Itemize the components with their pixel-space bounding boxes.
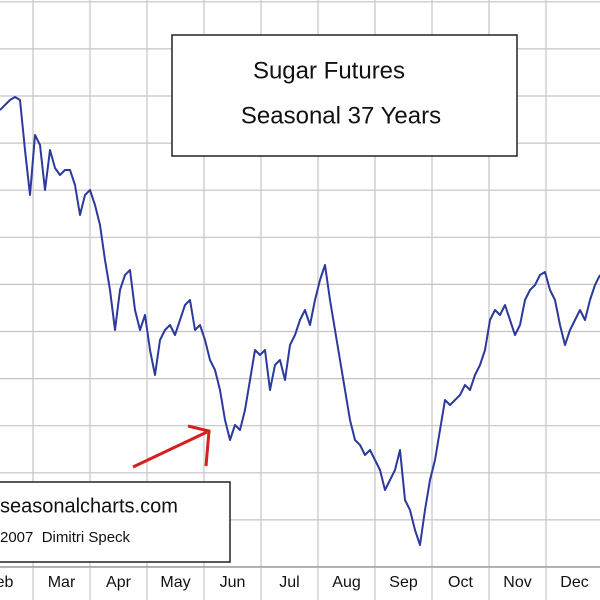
x-tick-label: Jul [279, 574, 299, 591]
x-tick-label: Dec [560, 574, 588, 591]
plot [0, 96, 600, 546]
x-tick-label: Jun [220, 574, 246, 591]
x-tick-label: May [160, 574, 190, 591]
arrow-shaft [132, 430, 208, 469]
chart-subtitle: Seasonal 37 Years [241, 102, 441, 129]
x-tick-label: Sep [389, 574, 418, 591]
x-axis-labels: eb Mar Apr May Jun Jul Aug Sep Oct Nov Dec [0, 567, 589, 600]
x-tick-label: Oct [448, 574, 473, 591]
watermark-box [0, 481, 231, 563]
watermark-author: 2007 Dimitri Speck [0, 529, 131, 546]
x-tick-label: Mar [48, 574, 76, 591]
title-box [171, 34, 518, 157]
arrow-head [187, 424, 211, 467]
axis-band [0, 567, 600, 600]
chart-title: Sugar Futures [253, 57, 405, 84]
x-tick-label: Nov [503, 574, 531, 591]
x-tick-label: Apr [106, 574, 132, 591]
watermark-site: seasonalcharts.com [0, 495, 178, 517]
x-tick-label: Aug [332, 574, 360, 591]
line [0, 96, 600, 546]
red-arrow [132, 424, 211, 469]
x-tick-label: eb [0, 574, 14, 591]
